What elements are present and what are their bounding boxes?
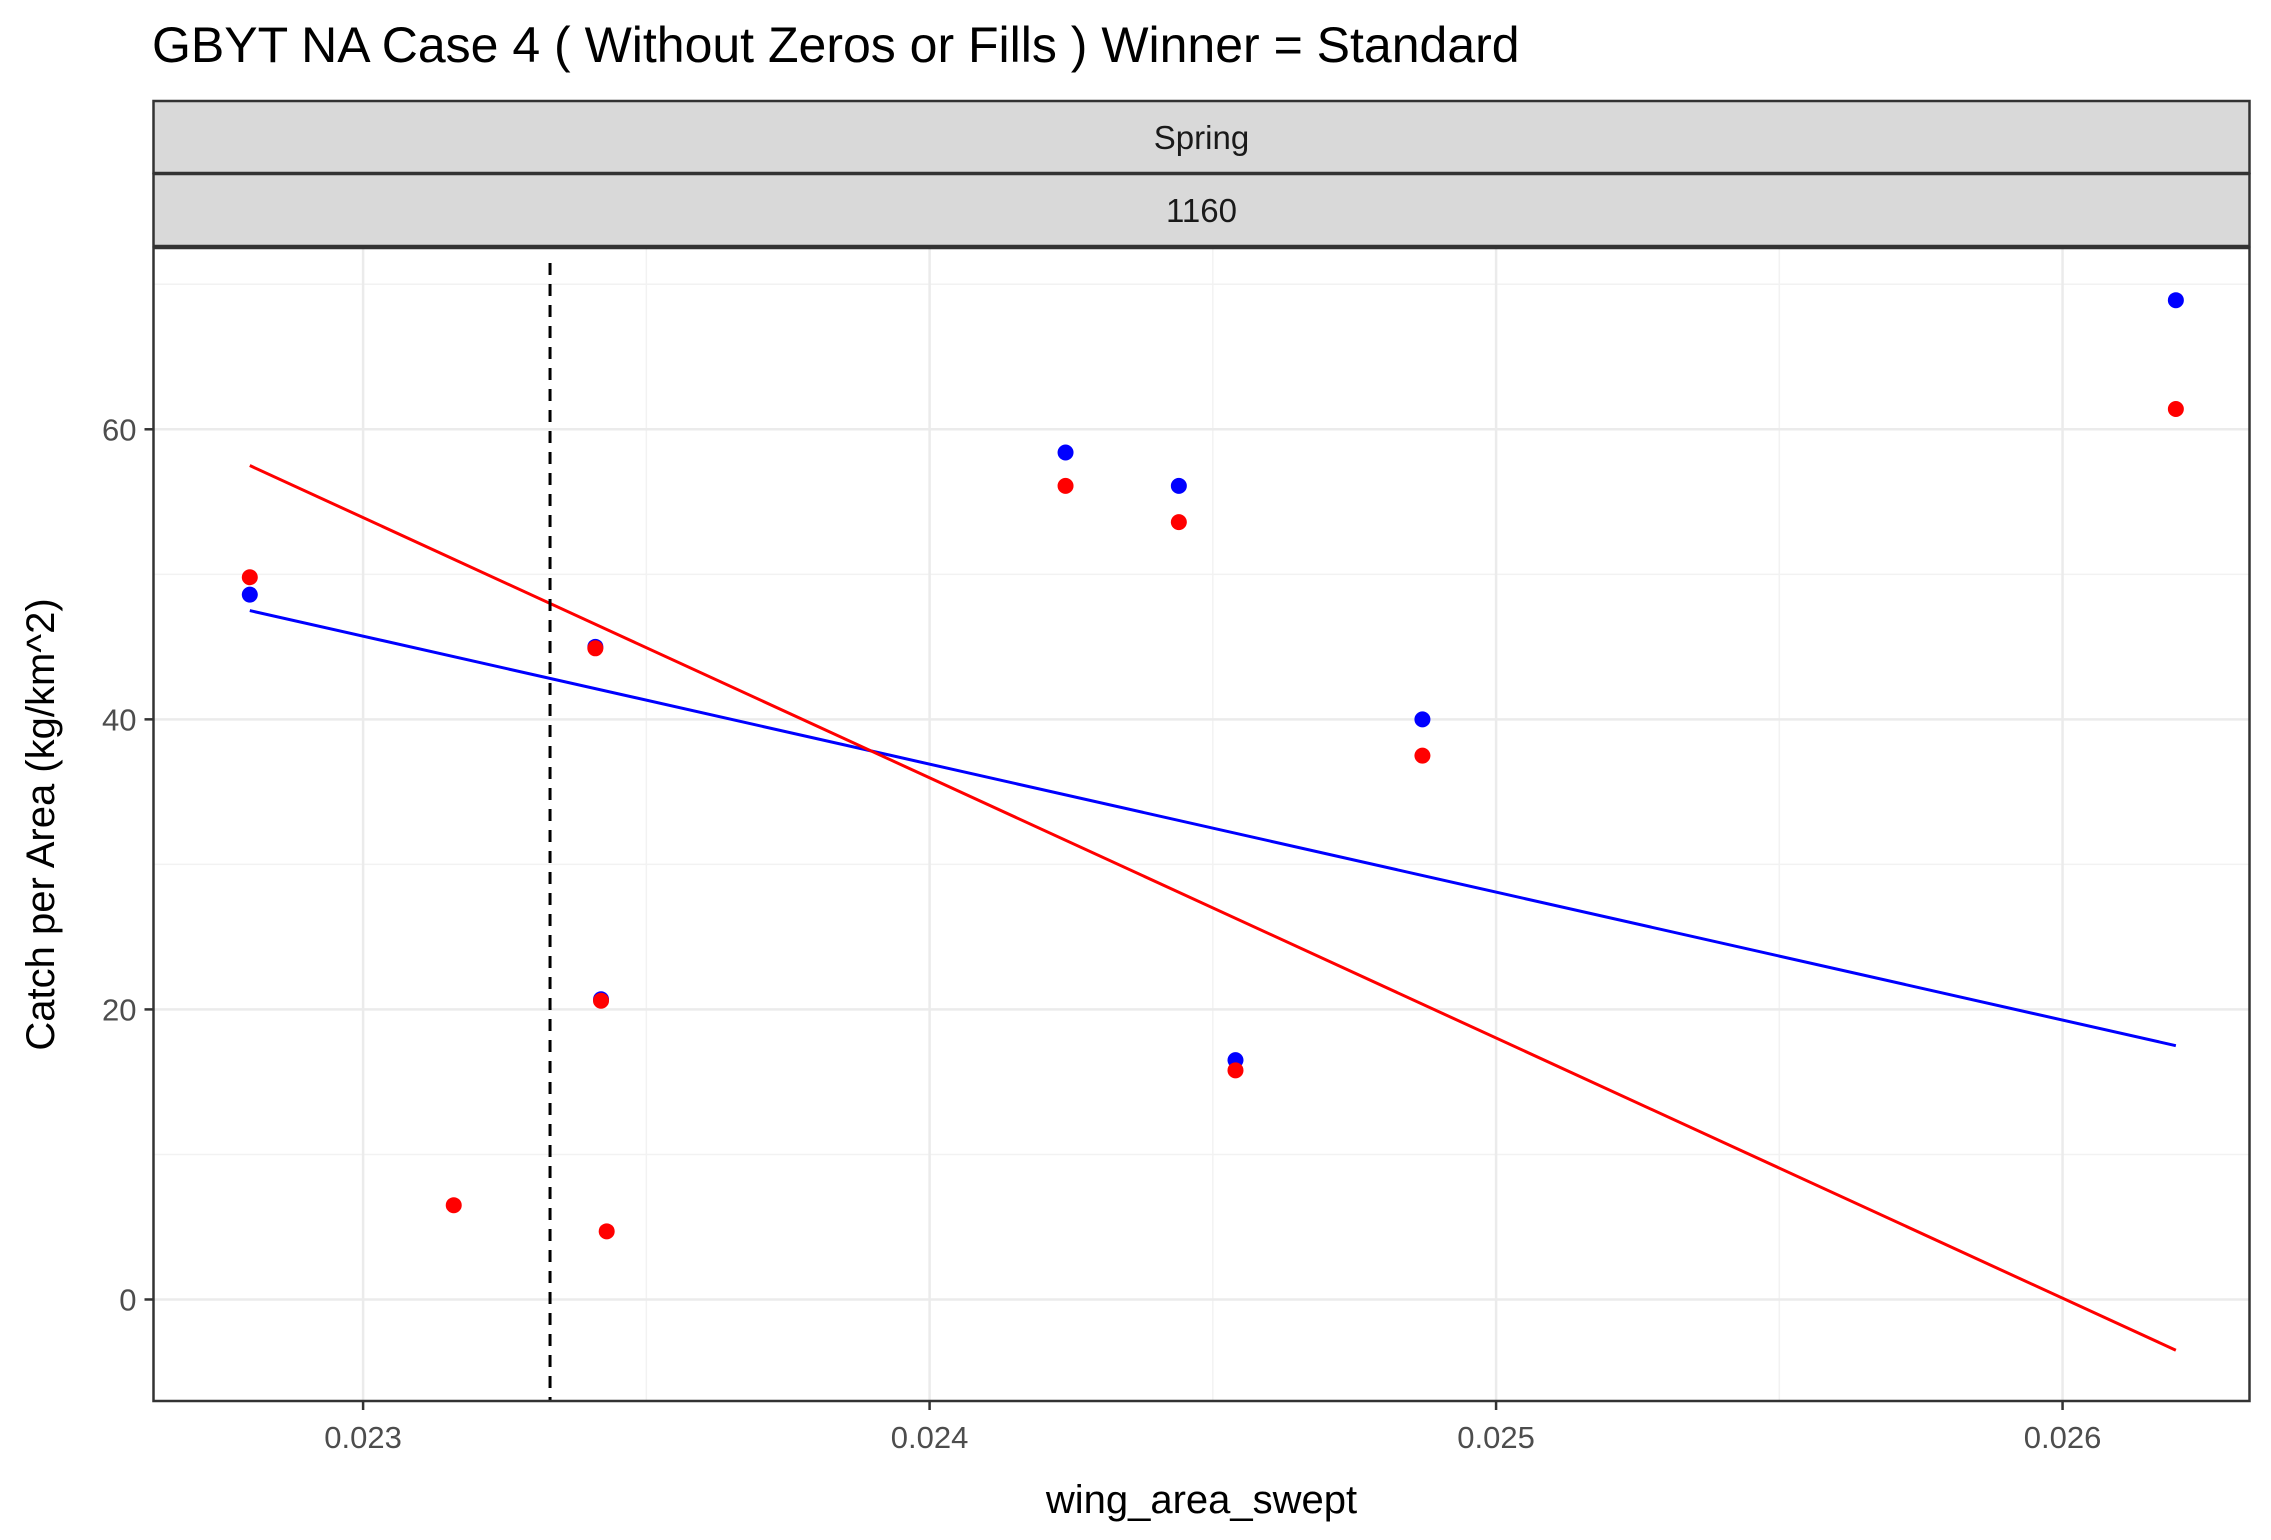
- data-point-series-2: [1414, 747, 1431, 764]
- data-point-series-1: [1414, 711, 1431, 728]
- x-axis-title: wing_area_swept: [1045, 1478, 1357, 1522]
- data-point-series-2: [2167, 400, 2184, 417]
- data-point-series-2: [593, 992, 610, 1009]
- x-tick-label: 0.026: [2024, 1420, 2102, 1455]
- y-tick-label: 60: [102, 412, 136, 447]
- x-tick-label: 0.025: [1457, 1420, 1535, 1455]
- y-tick-label: 20: [102, 992, 136, 1027]
- grid-minor: [153, 248, 2250, 1401]
- y-axis-title: Catch per Area (kg/km^2): [19, 598, 63, 1050]
- y-axis: 0 20 40 60: [102, 412, 154, 1317]
- data-point-series-2: [587, 640, 604, 657]
- data-point-series-2: [1227, 1062, 1244, 1079]
- data-point-series-2: [1057, 477, 1074, 494]
- fit-line-series-1: [249, 609, 2177, 1048]
- data-point-series-2: [1170, 514, 1187, 531]
- facet-strip-station: [152, 172, 2251, 248]
- facet-strip-season: [152, 99, 2251, 175]
- plot-panel-border: [152, 246, 2251, 1403]
- fit-lines: [249, 464, 2177, 1352]
- data-point-series-1: [1170, 477, 1187, 494]
- data-point-series-2: [598, 1223, 615, 1240]
- fit-line-series-2: [249, 464, 2177, 1352]
- data-point-series-1: [2167, 292, 2184, 309]
- x-tick-label: 0.024: [891, 1420, 969, 1455]
- data-point-series-2: [445, 1197, 462, 1214]
- data-point-series-1: [241, 586, 258, 603]
- facet-strip-station-label: 1160: [1166, 192, 1237, 229]
- x-tick-label: 0.023: [324, 1420, 402, 1455]
- facet-strip-season-label: Spring: [1154, 119, 1249, 156]
- y-tick-label: 40: [102, 702, 136, 737]
- y-tick-label: 0: [119, 1282, 136, 1317]
- data-points: [241, 292, 2184, 1240]
- chart-title: GBYT NA Case 4 ( Without Zeros or Fills …: [152, 17, 1520, 73]
- x-axis: 0.023 0.024 0.025 0.026: [324, 1401, 2101, 1455]
- data-point-series-1: [1057, 444, 1074, 461]
- data-point-series-2: [241, 569, 258, 586]
- grid-major: [153, 248, 2250, 1401]
